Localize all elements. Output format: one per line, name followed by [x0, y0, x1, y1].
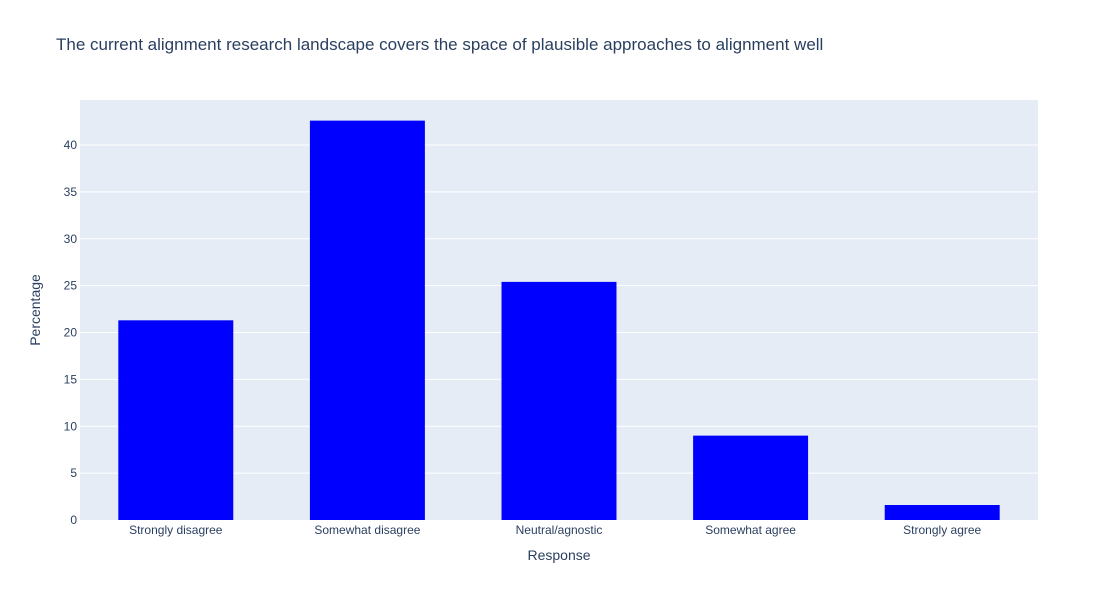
bars — [118, 120, 1000, 520]
x-tick-label: Somewhat agree — [705, 523, 796, 537]
x-tick-label: Neutral/agnostic — [516, 523, 603, 537]
x-axis-ticks: Strongly disagree Somewhat disagree Neutra… — [129, 523, 981, 537]
x-tick-label: Strongly agree — [903, 523, 981, 537]
y-tick-label: 35 — [64, 185, 78, 199]
bar — [309, 120, 425, 520]
y-tick-label: 10 — [64, 419, 78, 433]
y-axis-ticks: 0 5 10 15 20 25 30 35 40 — [64, 138, 78, 527]
y-axis-title: Percentage — [27, 274, 43, 346]
y-tick-label: 15 — [64, 372, 78, 386]
x-tick-label: Somewhat disagree — [314, 523, 420, 537]
y-tick-label: 40 — [64, 138, 78, 152]
x-tick-label: Strongly disagree — [129, 523, 223, 537]
y-tick-label: 20 — [64, 326, 78, 340]
x-axis-title: Response — [527, 547, 590, 563]
bar — [693, 435, 809, 520]
y-tick-label: 30 — [64, 232, 78, 246]
bar — [118, 320, 234, 520]
bar — [884, 505, 1000, 520]
chart-title: The current alignment research landscape… — [56, 35, 823, 54]
y-tick-label: 5 — [70, 466, 77, 480]
bar — [501, 281, 617, 520]
y-tick-label: 0 — [70, 513, 77, 527]
y-tick-label: 25 — [64, 279, 78, 293]
